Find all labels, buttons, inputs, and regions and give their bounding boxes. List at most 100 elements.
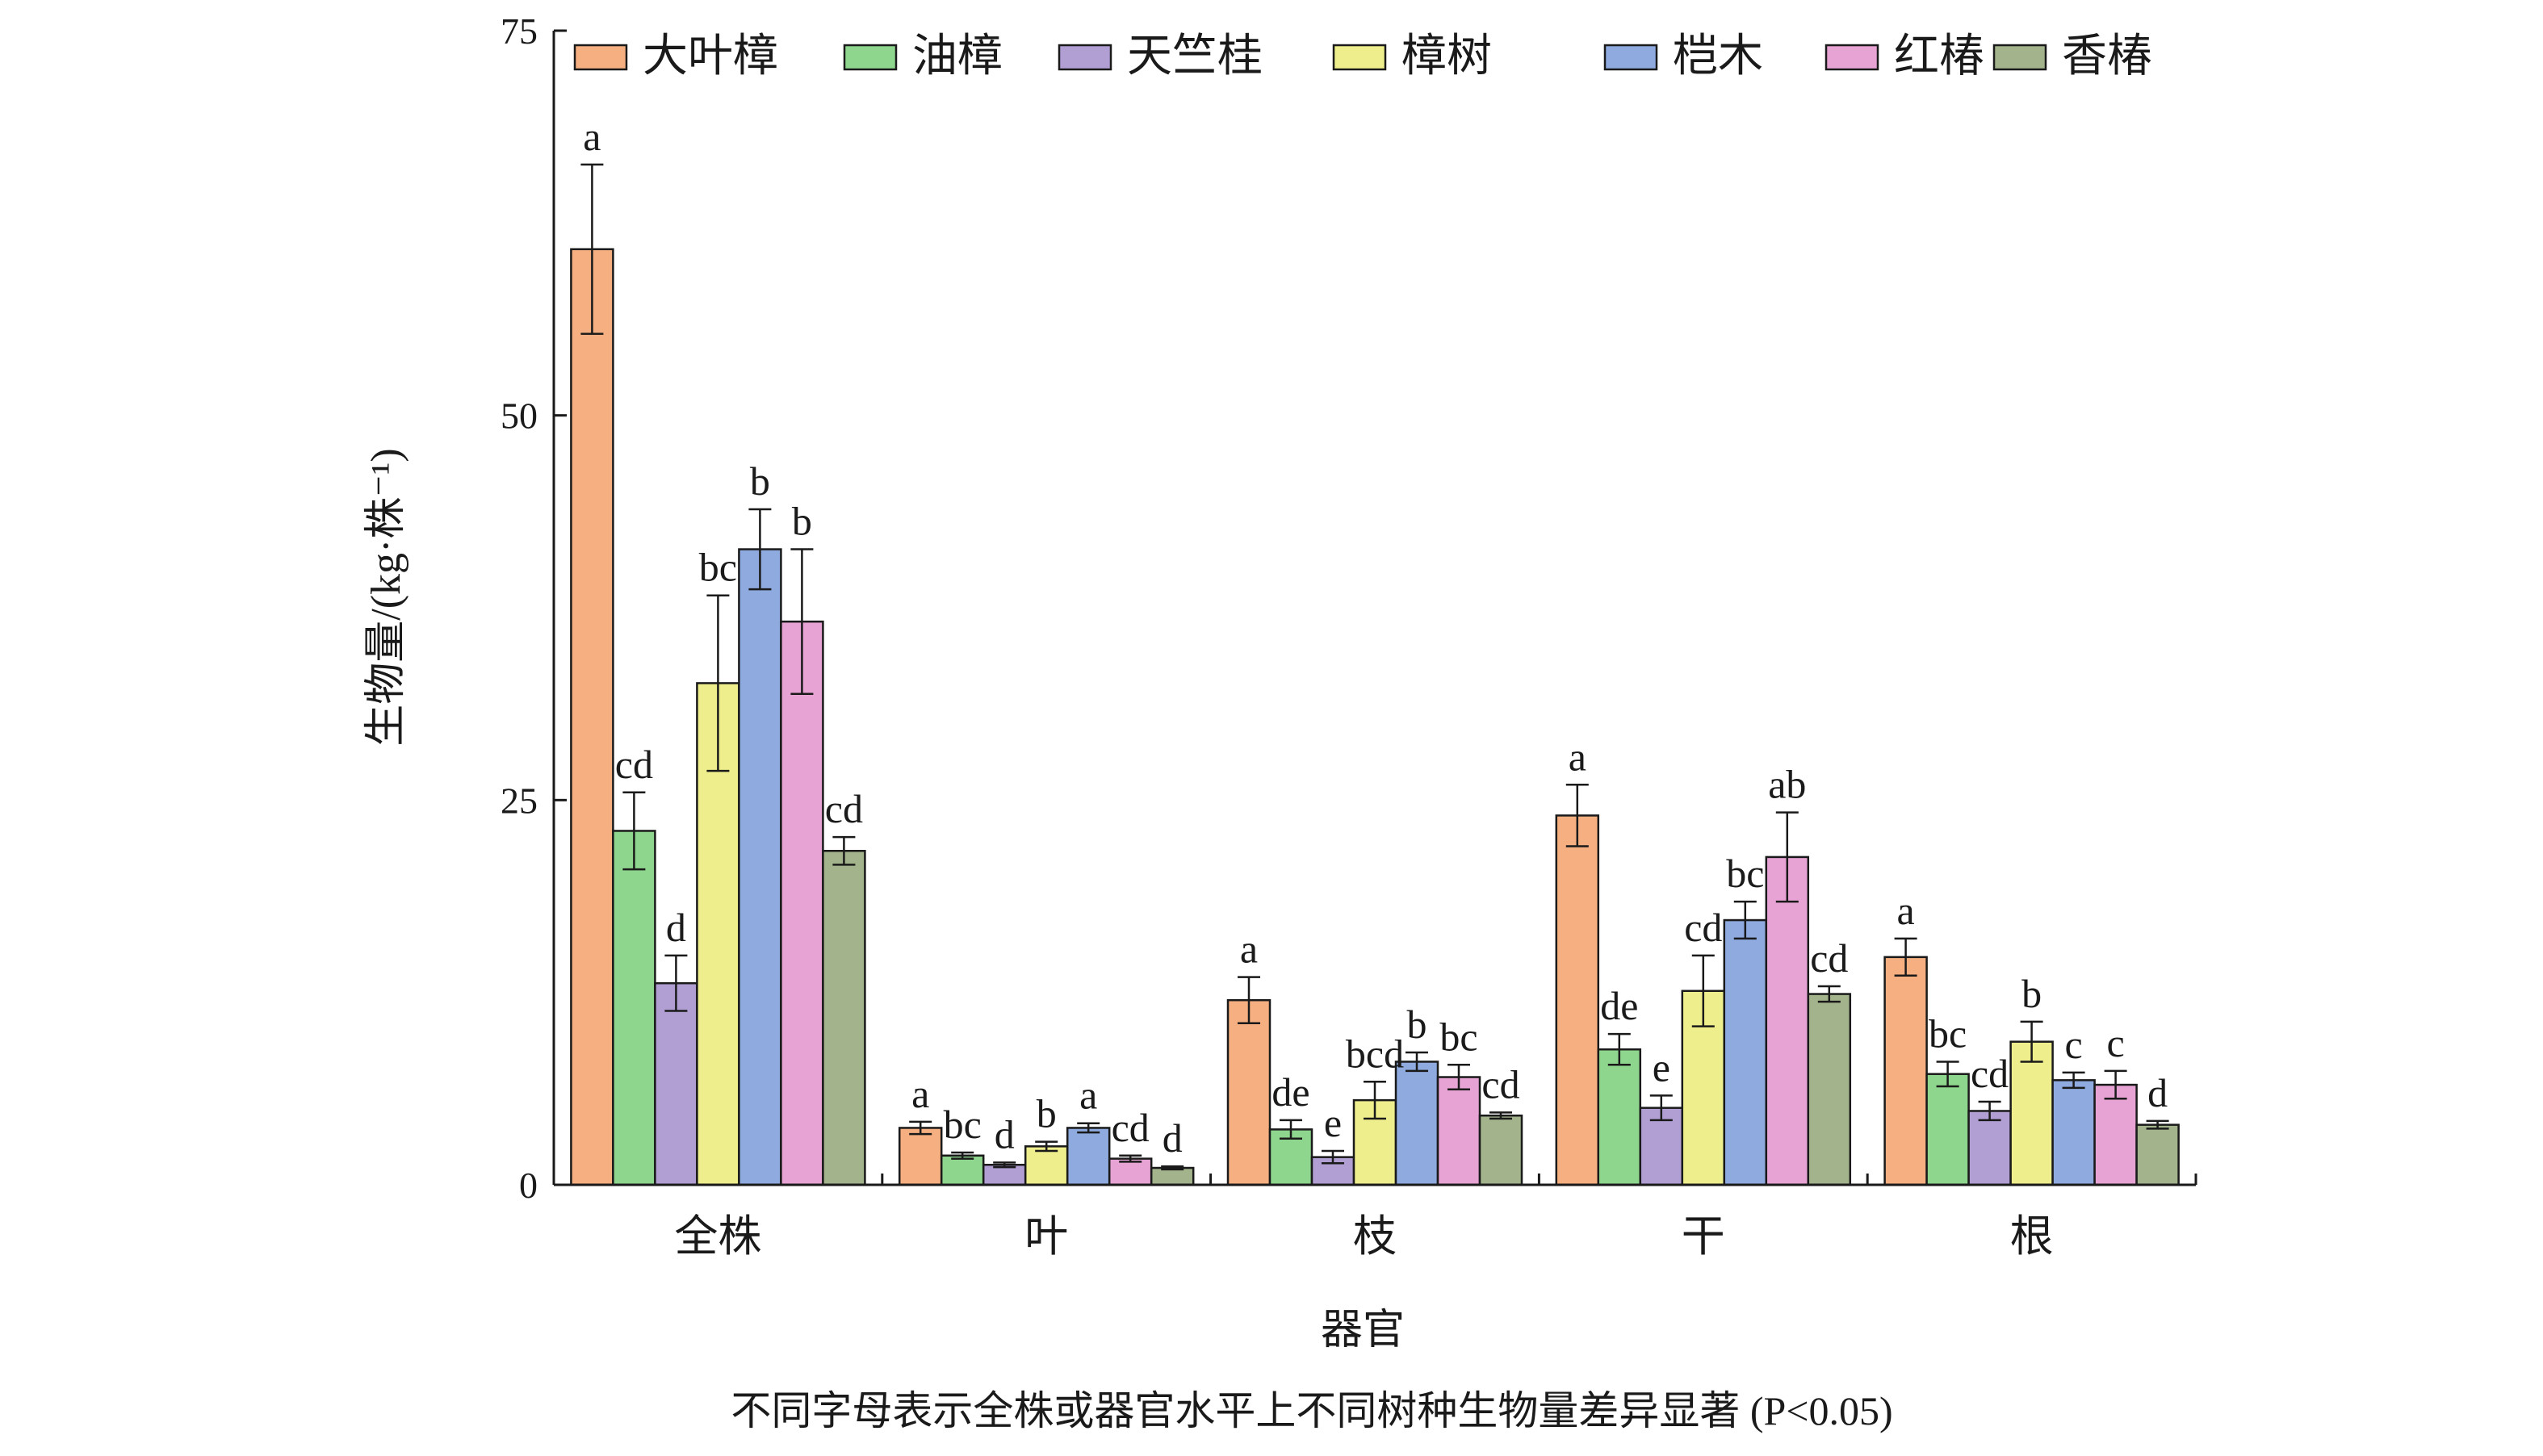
legend-item: 天竺桂	[1058, 31, 1263, 82]
legend-swatch	[573, 44, 628, 71]
bar	[1925, 1073, 1970, 1186]
significance-label: b	[2021, 971, 2042, 1016]
bar	[654, 981, 698, 1186]
bar	[2135, 1123, 2180, 1186]
significance-label: c	[2106, 1020, 2124, 1065]
bar	[612, 830, 656, 1186]
significance-label: e	[1653, 1044, 1670, 1090]
significance-label: d	[2147, 1070, 2168, 1115]
bar	[738, 548, 782, 1186]
bar	[1024, 1145, 1069, 1186]
significance-label: bcd	[1346, 1031, 1404, 1076]
significance-label: bc	[1929, 1010, 1967, 1056]
legend-label: 樟树	[1401, 31, 1492, 82]
legend-swatch	[1825, 44, 1879, 71]
axes-layer: 0 25 50 75 全株 叶 枝 干 根	[501, 10, 2197, 1261]
error-bar	[1161, 1165, 1184, 1171]
legend-label: 大叶樟	[643, 31, 778, 82]
error-bar	[1649, 1094, 1673, 1122]
error-bar	[2020, 1020, 2043, 1063]
error-bar	[790, 548, 814, 696]
significance-label: bc	[944, 1102, 982, 1147]
legend-label: 红椿	[1894, 31, 1984, 82]
error-bar	[2146, 1119, 2169, 1130]
significance-label: d	[1163, 1115, 1183, 1161]
x-axis-title: 器官	[1321, 1307, 1405, 1353]
legend-label: 香椿	[2062, 31, 2152, 82]
legend-swatch	[1603, 44, 1658, 71]
bar	[1478, 1114, 1523, 1186]
legend-label: 天竺桂	[1127, 31, 1263, 82]
error-bar	[706, 594, 730, 772]
error-bar	[993, 1161, 1016, 1169]
significance-label: cd	[615, 742, 653, 787]
significance-footnote: 不同字母表示全株或器官水平上不同树种生物量差异显著 (P<0.05)	[731, 1388, 1892, 1433]
error-bar	[1489, 1111, 1512, 1120]
significance-label: c	[2064, 1022, 2082, 1067]
x-category-label: 枝	[1353, 1212, 1397, 1261]
bar	[822, 850, 866, 1186]
bar	[1394, 1061, 1439, 1186]
significance-label: cd	[1684, 905, 1722, 950]
bar	[1597, 1048, 1642, 1186]
legend-item: 桤木	[1603, 31, 1763, 82]
bar	[2093, 1083, 2138, 1186]
significance-label: bc	[1439, 1014, 1477, 1059]
bar	[570, 248, 614, 1186]
significance-label: a	[583, 114, 601, 159]
significance-label: cd	[1810, 935, 1848, 981]
error-bar	[622, 791, 646, 871]
significance-label: de	[1600, 983, 1638, 1028]
significance-label: a	[1896, 888, 1914, 933]
significance-label: a	[911, 1071, 929, 1116]
error-bar	[1775, 811, 1799, 903]
y-tick-label: 25	[501, 780, 538, 821]
significance-label: b	[750, 458, 770, 504]
bar	[780, 620, 824, 1186]
legend-item: 香椿	[1992, 31, 2152, 82]
x-category-label: 根	[2010, 1212, 2054, 1261]
error-bar	[1447, 1064, 1470, 1091]
x-category-label: 全株	[674, 1212, 761, 1261]
error-bar	[832, 835, 856, 866]
bar	[1226, 998, 1272, 1186]
error-bar	[1238, 976, 1260, 1025]
bar	[1066, 1127, 1111, 1186]
x-category-label: 干	[1682, 1212, 1725, 1261]
legend-item: 樟树	[1332, 31, 1492, 82]
significance-label: d	[995, 1111, 1015, 1157]
legend-swatch	[1992, 44, 2047, 71]
error-bar	[1607, 1032, 1631, 1066]
error-bar	[1978, 1100, 2001, 1122]
bar	[1555, 814, 1600, 1186]
legend-swatch	[1332, 44, 1387, 71]
error-bar	[1322, 1149, 1344, 1165]
y-tick-label: 50	[501, 395, 538, 437]
bars-layer	[570, 248, 2180, 1186]
bar	[1108, 1157, 1153, 1186]
legend-item: 油樟	[843, 31, 1003, 82]
y-axis-title: 生物量/(kg·株⁻¹)	[363, 448, 409, 746]
significance-label: cd	[1112, 1105, 1150, 1150]
error-bar	[1817, 985, 1841, 1003]
legend-swatch	[1058, 44, 1112, 71]
legend-item: 大叶樟	[573, 31, 778, 82]
significance-label: de	[1272, 1069, 1309, 1115]
y-tick-label: 0	[519, 1165, 538, 1206]
significance-label: a	[1240, 927, 1258, 972]
error-bar	[1691, 954, 1715, 1027]
significance-label: cd	[1971, 1051, 2009, 1096]
bar	[940, 1154, 985, 1186]
error-bar	[951, 1151, 974, 1160]
significance-label: b	[1407, 1002, 1427, 1047]
error-bar	[748, 508, 772, 591]
bar	[1723, 918, 1768, 1186]
significance-label: b	[1037, 1091, 1057, 1136]
legend: 大叶樟 油樟 天竺桂 樟树 桤木 红椿 香椿	[573, 31, 2152, 82]
bar	[2051, 1079, 2096, 1186]
error-bar	[1280, 1119, 1302, 1140]
error-bar	[909, 1120, 932, 1136]
significance-label: cd	[825, 786, 863, 831]
